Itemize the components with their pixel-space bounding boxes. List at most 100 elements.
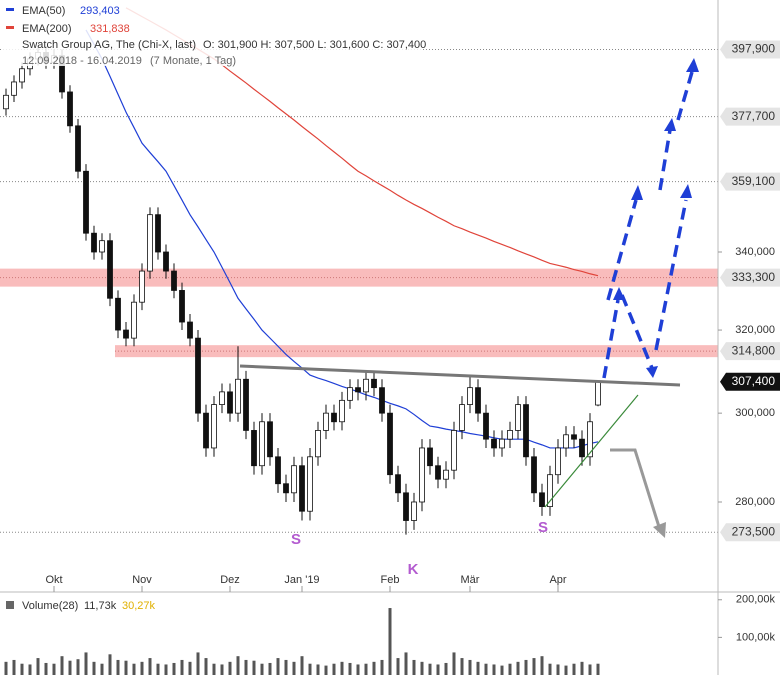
volume-bar xyxy=(68,660,72,675)
candle-body xyxy=(99,240,105,253)
volume-bar xyxy=(460,658,464,675)
volume-bar xyxy=(268,662,272,675)
volume-bar xyxy=(180,659,184,675)
candle-body xyxy=(595,381,601,406)
candle-body xyxy=(203,412,209,449)
volume-bar xyxy=(404,652,408,675)
background-layer xyxy=(0,49,718,533)
x-tick-label: Dez xyxy=(220,574,240,586)
volume-bar xyxy=(12,659,16,675)
price-tag xyxy=(720,268,780,287)
volume-bar xyxy=(564,665,568,675)
candle-body xyxy=(139,270,145,303)
price-tag-label: 377,700 xyxy=(732,109,776,123)
candle-body xyxy=(3,94,9,110)
volume-bar xyxy=(228,661,232,675)
candle-body xyxy=(355,387,361,393)
arrow-heads xyxy=(613,58,699,378)
title: Swatch Group AG, The (Chi-X, last) xyxy=(22,39,196,51)
arrow-head xyxy=(646,366,658,378)
volume-bar xyxy=(20,663,24,675)
volume-bar xyxy=(220,664,224,675)
candle-body xyxy=(547,474,553,507)
price-tag-label: 273,500 xyxy=(732,524,776,538)
candle-body xyxy=(531,456,537,494)
volume-bar xyxy=(516,661,520,675)
volume-bar xyxy=(44,662,48,675)
candle-body xyxy=(539,492,545,507)
price-tag xyxy=(720,107,780,126)
volume-bar xyxy=(156,663,160,675)
candle-body xyxy=(251,430,257,467)
volume-bar xyxy=(548,663,552,675)
y-tick-label: 300,000 xyxy=(735,407,775,419)
ohlc: O: 301,900 H: 307,500 L: 301,600 C: 307,… xyxy=(203,39,426,51)
arrow-head xyxy=(664,118,676,131)
annotation: S xyxy=(538,519,548,536)
volume-bar xyxy=(484,663,488,675)
arrow xyxy=(602,299,620,379)
arrow xyxy=(676,71,694,121)
volume-bar xyxy=(332,663,336,675)
candle-body xyxy=(307,456,313,512)
x-tick-label: Nov xyxy=(132,574,152,586)
candle-body xyxy=(587,421,593,458)
volume-bar xyxy=(580,661,584,675)
trend-line xyxy=(544,394,639,508)
candle-body xyxy=(315,430,321,458)
volume-bar xyxy=(284,659,288,675)
volume-bar xyxy=(532,658,536,675)
x-tick-label: Apr xyxy=(549,574,566,586)
candle-body xyxy=(123,329,129,339)
arrow xyxy=(606,199,638,301)
volume-tick-label: 200,00k xyxy=(736,594,776,606)
volume-bar xyxy=(308,663,312,675)
y-tick-label: 280,000 xyxy=(735,496,775,508)
volume-bar xyxy=(116,659,120,675)
volume-bar xyxy=(444,662,448,675)
volume-bar xyxy=(292,661,296,675)
arrow-head xyxy=(631,185,643,200)
level-band xyxy=(115,345,718,358)
price-tag xyxy=(720,523,780,542)
candle-body xyxy=(299,465,305,512)
volume-bar xyxy=(244,659,248,675)
candle-body xyxy=(563,434,569,449)
candle-body xyxy=(571,434,577,440)
candle-body xyxy=(179,290,185,323)
price-tag-label: 397,900 xyxy=(732,42,776,56)
legend-name: EMA(50) xyxy=(22,5,65,17)
volume-bar xyxy=(28,664,32,675)
volume-bar xyxy=(204,658,208,675)
candle-body xyxy=(83,170,89,234)
y-tick-label: 320,000 xyxy=(735,324,775,336)
volume-icon xyxy=(6,601,14,609)
candle-body xyxy=(11,81,17,96)
volume-bar xyxy=(436,664,440,675)
volume-bar xyxy=(60,656,64,675)
volume-bar xyxy=(84,652,88,675)
price-tag-label: 314,800 xyxy=(732,343,776,357)
candle-body xyxy=(19,68,25,83)
volume-bar xyxy=(100,663,104,675)
legend-value: 293,403 xyxy=(80,5,120,17)
arrow-head xyxy=(686,58,699,72)
volume-bar xyxy=(4,661,8,675)
volume-bar xyxy=(124,660,128,675)
arrow-head xyxy=(613,287,625,300)
candle-body xyxy=(579,438,585,458)
volume-bar xyxy=(260,663,264,675)
volume-bar xyxy=(356,664,360,675)
volume-bar xyxy=(236,656,240,675)
candle-body xyxy=(347,387,353,401)
candle-body xyxy=(379,387,385,414)
volume-bar xyxy=(52,663,56,675)
neckline xyxy=(239,364,681,387)
volume-bar xyxy=(348,662,352,675)
legend-swatch xyxy=(6,26,14,29)
volume-bar xyxy=(372,661,376,675)
candle-body xyxy=(395,474,401,494)
candle-body xyxy=(107,240,113,299)
candle-body xyxy=(523,404,529,458)
